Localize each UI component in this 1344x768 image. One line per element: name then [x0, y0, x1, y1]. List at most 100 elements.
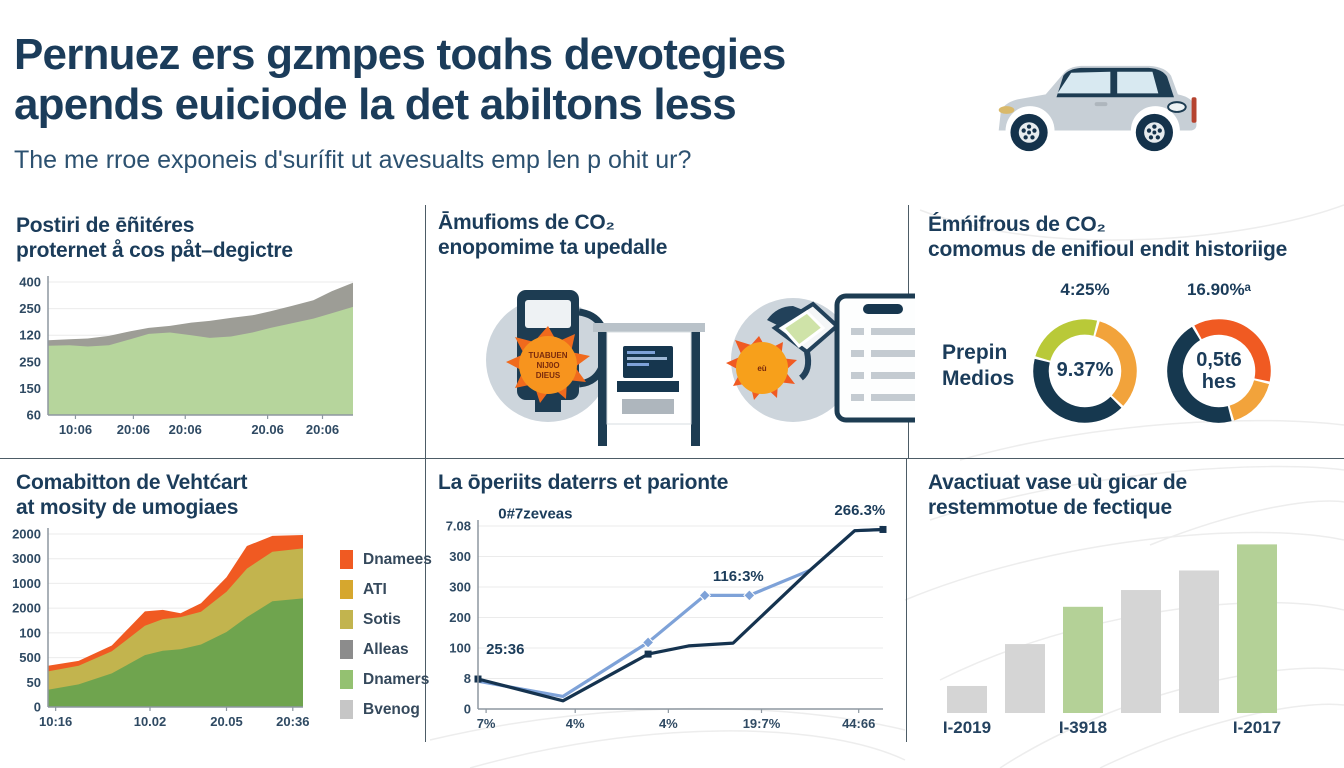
y-axis-tick-label: 400: [19, 275, 41, 290]
co2-donut-group: Prepin Medios 4:25% 9.37% 16.90%ᵃ 0,5t6 …: [920, 276, 1344, 456]
x-axis-tick-label: 20:36: [276, 714, 309, 729]
y-axis-tick-label: 100: [449, 641, 471, 656]
svg-text:DIEUS: DIEUS: [536, 371, 561, 380]
legend-item: Sotis: [340, 610, 430, 629]
y-axis-tick-label: 150: [19, 381, 41, 396]
donut-segment-amber: [1229, 379, 1270, 421]
emissions-area-chart: 400 250 120 250 150 60 10:06 20:06 20:06 20.06 20:…: [8, 270, 418, 445]
y-axis-tick-label: 1000: [12, 576, 41, 591]
x-axis-tick-label: 20:06: [117, 422, 150, 437]
legend-swatch: [340, 580, 353, 599]
legend-label: Sotis: [363, 610, 401, 628]
bar: [1005, 644, 1045, 713]
bar: [1237, 544, 1277, 713]
checklist-clipboard-icon: [834, 293, 915, 423]
x-axis-tick-label: 20:06: [169, 422, 202, 437]
y-axis-tick-label: 2000: [12, 601, 41, 616]
co2-icons-art: TUABUEN NIJ0O DIEUS eù: [486, 290, 915, 446]
legend-label: Dnamers: [363, 670, 430, 688]
divider-horizontal: [0, 458, 1344, 459]
y-axis-tick-label: 8: [464, 671, 471, 686]
y-axis-tick-label: 2000: [12, 527, 41, 542]
y-axis-tick-label: 250: [19, 301, 41, 316]
charging-kiosk-icon: [593, 323, 705, 446]
svg-text:hes: hes: [1202, 371, 1236, 393]
x-axis-tick-label: 4%: [659, 716, 678, 731]
data-point-marker: [644, 650, 652, 658]
x-axis-tick-label: 44:66: [842, 716, 875, 731]
data-point-marker: [879, 525, 887, 533]
bar: [947, 685, 987, 713]
page-title-line1: Pernuez ers gzmpes toɑhs devotegies: [14, 30, 786, 79]
data-point-marker: [641, 636, 655, 649]
svg-text:9.37%: 9.37%: [1057, 359, 1114, 381]
panel6-title: Avactiuat vase uù gicar de restemmotue d…: [928, 471, 1187, 520]
donut-side-label: Prepin Medios: [942, 341, 1015, 391]
data-point-marker: [743, 589, 756, 602]
x-axis-tick-label: 19:7%: [743, 716, 781, 731]
vehicle-stacked-area-chart: 2000 3000 1000 2000 100 500 50 0 10:16 10.02 20.05…: [8, 524, 418, 739]
stacked-area-legend: Dnamees ATI Sotis Alleas Dnamers Bvenog: [340, 550, 432, 730]
donut-chart-2: 16.90%ᵃ 0,5t6 hes: [1156, 280, 1282, 434]
donut-chart-1: 4:25% 9.37%: [1022, 280, 1148, 434]
x-axis-tick-label: 4%: [566, 716, 585, 731]
divider-vertical: [425, 205, 426, 458]
x-axis-tick-label: 20:06: [306, 422, 339, 437]
y-axis-tick-label: 7.08: [446, 519, 471, 534]
legend-item: Bvenog: [340, 700, 430, 719]
fuel-nozzle-icon: [767, 301, 841, 381]
data-label: 266.3%: [834, 502, 885, 519]
page-title: Pernuez ers gzmpes toɑhs devotegies apen…: [14, 30, 934, 129]
bar: [1179, 570, 1219, 713]
y-axis-tick-label: 250: [19, 354, 41, 369]
legend-swatch: [340, 640, 353, 659]
y-axis-tick-label: 100: [19, 625, 41, 640]
legend-label: Dnamees: [363, 550, 432, 568]
bar-label: I-2019: [943, 718, 991, 737]
area-series-green: [48, 598, 303, 707]
car-wheel-front: [1010, 113, 1048, 152]
x-axis-tick-label: 20.06: [251, 422, 284, 437]
x-axis-tick-label: 7%: [477, 716, 496, 731]
area-series-green: [48, 306, 353, 415]
legend-label: ATI: [363, 580, 387, 598]
panel2-title: Āmufioms de CO₂ enopomime ta upedalle: [438, 211, 668, 260]
car-wheel-rear: [1135, 113, 1173, 152]
x-axis-tick-label: 10:06: [59, 422, 92, 437]
legend-item: Dnamers: [340, 670, 430, 689]
line-series-dark-navy: [477, 527, 884, 703]
y-axis-tick-label: 300: [449, 580, 471, 595]
bar-label: I-2017: [1233, 718, 1281, 737]
y-axis-tick-label: 0: [34, 700, 41, 715]
legend-swatch: [340, 550, 353, 569]
explosion-burst-icon: TUABUEN NIJ0O DIEUS: [506, 326, 590, 403]
panel3-title: Émńifrous de CO₂ comomus de enifioul end…: [928, 213, 1288, 262]
y-axis-tick-label: 120: [19, 328, 41, 343]
svg-text:TUABUEN: TUABUEN: [528, 351, 567, 360]
legend-item: Dnamees: [340, 550, 432, 569]
legend-label: Alleas: [363, 640, 409, 658]
bar: [1121, 590, 1161, 713]
x-axis-tick-label: 10.02: [134, 714, 167, 729]
legend-swatch: [340, 610, 353, 629]
y-axis-tick-label: 50: [27, 675, 41, 690]
legend-swatch: [340, 700, 353, 719]
divider-vertical: [425, 459, 426, 742]
bar-label: I-3918: [1059, 718, 1107, 737]
bar: [1063, 606, 1103, 713]
y-axis-tick-label: 300: [449, 549, 471, 564]
panel1-title: Postiri de ēñitéres proternet å cos påt–…: [16, 214, 293, 263]
donut-segment-yellow-green: [1035, 319, 1098, 362]
data-label: 0#7zeveas: [498, 506, 572, 523]
donut-segment-amber: [1094, 321, 1137, 406]
page-subtitle: The me rroe exponeis d'surífit ut avesua…: [14, 146, 692, 174]
panel5-title: La ōperiits daterrs et parionte: [438, 471, 729, 494]
page-title-line2: apends euiciode la det abiltons less: [14, 79, 737, 129]
x-axis-tick-label: 10:16: [39, 714, 72, 729]
y-axis-tick-label: 3000: [12, 551, 41, 566]
panel4-title: Comabitton de Vehtćart at mosity de umog…: [16, 471, 248, 520]
svg-text:eù: eù: [757, 364, 766, 373]
legend-item: Alleas: [340, 640, 430, 659]
data-point-marker: [698, 589, 712, 602]
